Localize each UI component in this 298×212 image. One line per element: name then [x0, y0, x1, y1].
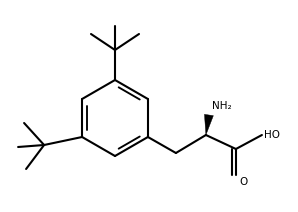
Text: HO: HO: [264, 130, 280, 140]
Text: O: O: [239, 177, 247, 187]
Polygon shape: [204, 114, 213, 135]
Text: NH₂: NH₂: [212, 101, 232, 111]
